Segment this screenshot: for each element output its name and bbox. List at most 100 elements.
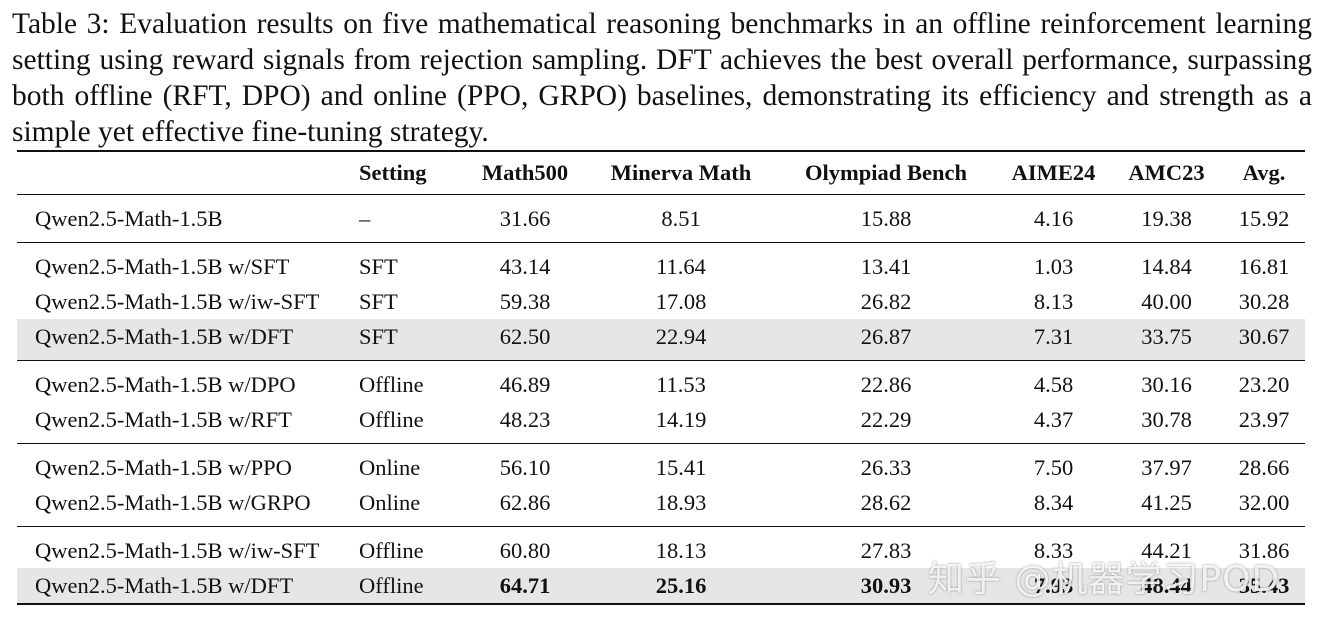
- cell-olympiad-bench: 30.93: [775, 568, 997, 604]
- cell-avg: 32.00: [1238, 489, 1290, 515]
- cell-math500: 64.71: [463, 568, 587, 604]
- table-row-highlighted: Qwen2.5-Math-1.5B w/DFT SFT 62.50 22.94 …: [17, 319, 1305, 361]
- cell-avg: 16.81: [1238, 253, 1290, 279]
- cell-model: Qwen2.5-Math-1.5B w/iw-SFT: [35, 537, 320, 563]
- cell-setting: Offline: [359, 371, 424, 397]
- header-setting: Setting: [359, 160, 427, 185]
- cell-setting: Offline: [359, 406, 424, 432]
- results-table: Setting Math500 Minerva Math Olympiad Be…: [17, 150, 1305, 605]
- cell-avg: 31.86: [1238, 537, 1290, 563]
- cell-math500: 62.50: [463, 319, 587, 361]
- cell-math500: 59.38: [499, 288, 551, 314]
- cell-model: Qwen2.5-Math-1.5B: [35, 205, 223, 231]
- cell-avg: 15.92: [1238, 205, 1290, 231]
- cell-avg: 28.66: [1238, 454, 1290, 480]
- header-row: Setting Math500 Minerva Math Olympiad Be…: [17, 151, 1305, 195]
- table-row: Qwen2.5-Math-1.5B w/SFT SFT 43.14 11.64 …: [17, 243, 1305, 285]
- cell-setting: SFT: [359, 253, 398, 279]
- cell-olympiad-bench: 26.82: [860, 288, 912, 314]
- header-aime24: AIME24: [1011, 160, 1096, 185]
- cell-aime24: 4.37: [1033, 406, 1074, 432]
- cell-math500: 43.14: [499, 253, 551, 279]
- cell-minerva-math: 11.53: [656, 371, 706, 397]
- cell-math500: 62.86: [499, 489, 551, 515]
- table-row: Qwen2.5-Math-1.5B w/GRPO Online 62.86 18…: [17, 485, 1305, 527]
- cell-amc23: 44.21: [1141, 537, 1192, 563]
- cell-amc23: 30.78: [1141, 406, 1192, 432]
- cell-aime24: 1.03: [1033, 253, 1074, 279]
- cell-minerva-math: 18.13: [655, 537, 707, 563]
- cell-setting: –: [359, 205, 371, 231]
- cell-math500: 48.23: [499, 406, 551, 432]
- cell-olympiad-bench: 15.88: [860, 205, 912, 231]
- header-math500: Math500: [481, 160, 569, 185]
- cell-minerva-math: 15.41: [655, 454, 707, 480]
- cell-minerva-math: 11.64: [656, 253, 706, 279]
- cell-math500: 56.10: [499, 454, 551, 480]
- table-row: Qwen2.5-Math-1.5B w/RFT Offline 48.23 14…: [17, 402, 1305, 444]
- cell-model: Qwen2.5-Math-1.5B w/DFT: [17, 568, 359, 604]
- cell-olympiad-bench: 22.29: [860, 406, 912, 432]
- cell-amc23: 41.25: [1141, 489, 1192, 515]
- cell-amc23: 33.75: [1110, 319, 1223, 361]
- cell-aime24: 7.50: [1033, 454, 1074, 480]
- cell-amc23: 14.84: [1141, 253, 1192, 279]
- cell-amc23: 37.97: [1141, 454, 1192, 480]
- cell-minerva-math: 8.51: [661, 205, 701, 231]
- table-row: Qwen2.5-Math-1.5B w/iw-SFT Offline 60.80…: [17, 527, 1305, 569]
- cell-avg: 23.97: [1238, 406, 1290, 432]
- cell-model: Qwen2.5-Math-1.5B w/RFT: [35, 406, 292, 432]
- table-row: Qwen2.5-Math-1.5B w/DPO Offline 46.89 11…: [17, 361, 1305, 403]
- cell-minerva-math: 14.19: [655, 406, 707, 432]
- cell-model: Qwen2.5-Math-1.5B w/iw-SFT: [35, 288, 320, 314]
- cell-amc23: 19.38: [1141, 205, 1192, 231]
- cell-avg: 30.28: [1238, 288, 1290, 314]
- header-minerva-math: Minerva Math: [610, 160, 752, 185]
- cell-olympiad-bench: 22.86: [860, 371, 912, 397]
- cell-aime24: 7.93: [997, 568, 1110, 604]
- cell-aime24: 4.16: [1033, 205, 1074, 231]
- table-row: Qwen2.5-Math-1.5B w/PPO Online 56.10 15.…: [17, 444, 1305, 486]
- cell-model: Qwen2.5-Math-1.5B w/DFT: [17, 319, 359, 361]
- cell-setting: Offline: [359, 537, 424, 563]
- cell-avg: 30.67: [1223, 319, 1305, 361]
- cell-amc23: 48.44: [1110, 568, 1223, 604]
- cell-amc23: 30.16: [1141, 371, 1192, 397]
- table-row: Qwen2.5-Math-1.5B w/iw-SFT SFT 59.38 17.…: [17, 284, 1305, 319]
- cell-math500: 46.89: [499, 371, 551, 397]
- cell-aime24: 7.31: [997, 319, 1110, 361]
- cell-minerva-math: 25.16: [587, 568, 775, 604]
- cell-model: Qwen2.5-Math-1.5B w/GRPO: [35, 489, 311, 515]
- table-row-highlighted: Qwen2.5-Math-1.5B w/DFT Offline 64.71 25…: [17, 568, 1305, 604]
- cell-aime24: 8.34: [1033, 489, 1074, 515]
- cell-setting: SFT: [359, 319, 463, 361]
- cell-aime24: 8.13: [1033, 288, 1074, 314]
- cell-olympiad-bench: 13.41: [860, 253, 912, 279]
- header-olympiad-bench: Olympiad Bench: [805, 160, 967, 185]
- cell-minerva-math: 17.08: [655, 288, 707, 314]
- cell-math500: 60.80: [499, 537, 551, 563]
- cell-setting: Online: [359, 489, 421, 515]
- cell-setting: SFT: [359, 288, 398, 314]
- cell-minerva-math: 18.93: [655, 489, 707, 515]
- header-avg: Avg.: [1242, 160, 1286, 185]
- cell-minerva-math: 22.94: [587, 319, 775, 361]
- cell-math500: 31.66: [499, 205, 551, 231]
- header-amc23: AMC23: [1128, 160, 1205, 185]
- cell-model: Qwen2.5-Math-1.5B w/PPO: [35, 454, 292, 480]
- cell-setting: Online: [359, 454, 421, 480]
- cell-olympiad-bench: 27.83: [860, 537, 912, 563]
- cell-model: Qwen2.5-Math-1.5B w/DPO: [35, 371, 296, 397]
- cell-model: Qwen2.5-Math-1.5B w/SFT: [35, 253, 290, 279]
- cell-olympiad-bench: 26.33: [860, 454, 912, 480]
- table-row: Qwen2.5-Math-1.5B – 31.66 8.51 15.88 4.1…: [17, 195, 1305, 243]
- header-model: [17, 151, 359, 195]
- results-table-container: Setting Math500 Minerva Math Olympiad Be…: [17, 150, 1305, 605]
- cell-amc23: 40.00: [1141, 288, 1192, 314]
- cell-aime24: 4.58: [1033, 371, 1074, 397]
- cell-olympiad-bench: 26.87: [775, 319, 997, 361]
- table-caption: Table 3: Evaluation results on five math…: [12, 8, 1312, 148]
- cell-setting: Offline: [359, 568, 463, 604]
- cell-aime24: 8.33: [1033, 537, 1074, 563]
- cell-olympiad-bench: 28.62: [860, 489, 912, 515]
